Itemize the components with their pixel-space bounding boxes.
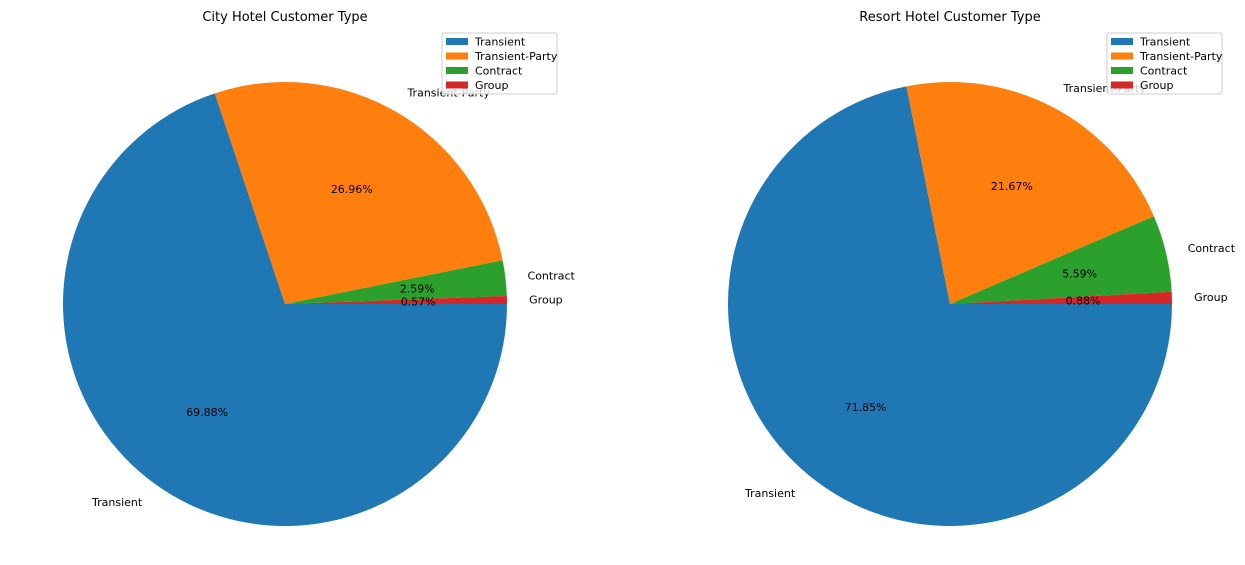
legend-entry-transient-party: Transient-Party: [474, 50, 558, 63]
pie-slice-transient-party: [214, 82, 503, 304]
pct-label-group: 0.88%: [1066, 294, 1101, 307]
pct-label-contract: 2.59%: [400, 282, 435, 295]
pie-slice-transient: [63, 93, 507, 526]
slice-label-group: Group: [529, 294, 563, 307]
legend-entry-contract: Contract: [1140, 65, 1188, 78]
legend-swatch-transient-party: [1111, 52, 1133, 60]
legend-swatch-contract: [1111, 67, 1133, 74]
legend-frame: [441, 32, 558, 95]
chart-title: Resort Hotel Customer Type: [859, 10, 1040, 25]
slice-label-contract: Contract: [528, 269, 576, 282]
pie-slices: [727, 82, 1172, 527]
pie-slices: [63, 82, 507, 526]
legend-swatch-group: [1111, 81, 1133, 89]
slice-label-transient: Transient: [91, 496, 143, 509]
slice-label-contract: Contract: [1188, 242, 1236, 255]
pie-slice-group: [950, 291, 1172, 304]
legend-swatch-contract: [446, 67, 468, 74]
city-hotel-pie-chart: City Hotel Customer Type Transient 69.88%…: [63, 10, 576, 526]
legend-swatch-transient: [446, 38, 468, 45]
chart-title: City Hotel Customer Type: [202, 10, 367, 25]
pct-label-transient: 69.88%: [186, 406, 228, 419]
slice-label-group: Group: [1194, 291, 1228, 304]
legend-entry-group: Group: [475, 79, 509, 92]
legend-entry-transient-party: Transient-Party: [1139, 50, 1223, 63]
pct-label-group: 0.57%: [401, 296, 436, 309]
slice-label-transient: Transient: [744, 487, 796, 500]
pie-slice-transient: [727, 86, 1172, 527]
legend-entry-transient: Transient: [1139, 36, 1191, 49]
pie-slice-contract: [285, 260, 507, 304]
legend-entry-group: Group: [1140, 79, 1174, 92]
legend-frame: [1106, 32, 1223, 95]
pct-label-contract: 5.59%: [1062, 268, 1097, 281]
pie-slice-group: [285, 296, 507, 304]
legend-entry-transient: Transient: [474, 36, 526, 49]
legend-entry-contract: Contract: [475, 65, 523, 78]
pie-slice-transient-party: [906, 82, 1154, 304]
pie-slice-contract: [950, 216, 1172, 304]
pct-label-transient: 71.85%: [845, 401, 887, 414]
pct-label-transient-party: 26.96%: [331, 183, 373, 196]
legend-swatch-transient: [1111, 38, 1133, 45]
legend-swatch-group: [446, 81, 468, 89]
legend-swatch-transient-party: [446, 52, 468, 60]
pct-label-transient-party: 21.67%: [991, 180, 1033, 193]
resort-hotel-pie-chart: Resort Hotel Customer Type Transient 71.8…: [727, 10, 1236, 527]
